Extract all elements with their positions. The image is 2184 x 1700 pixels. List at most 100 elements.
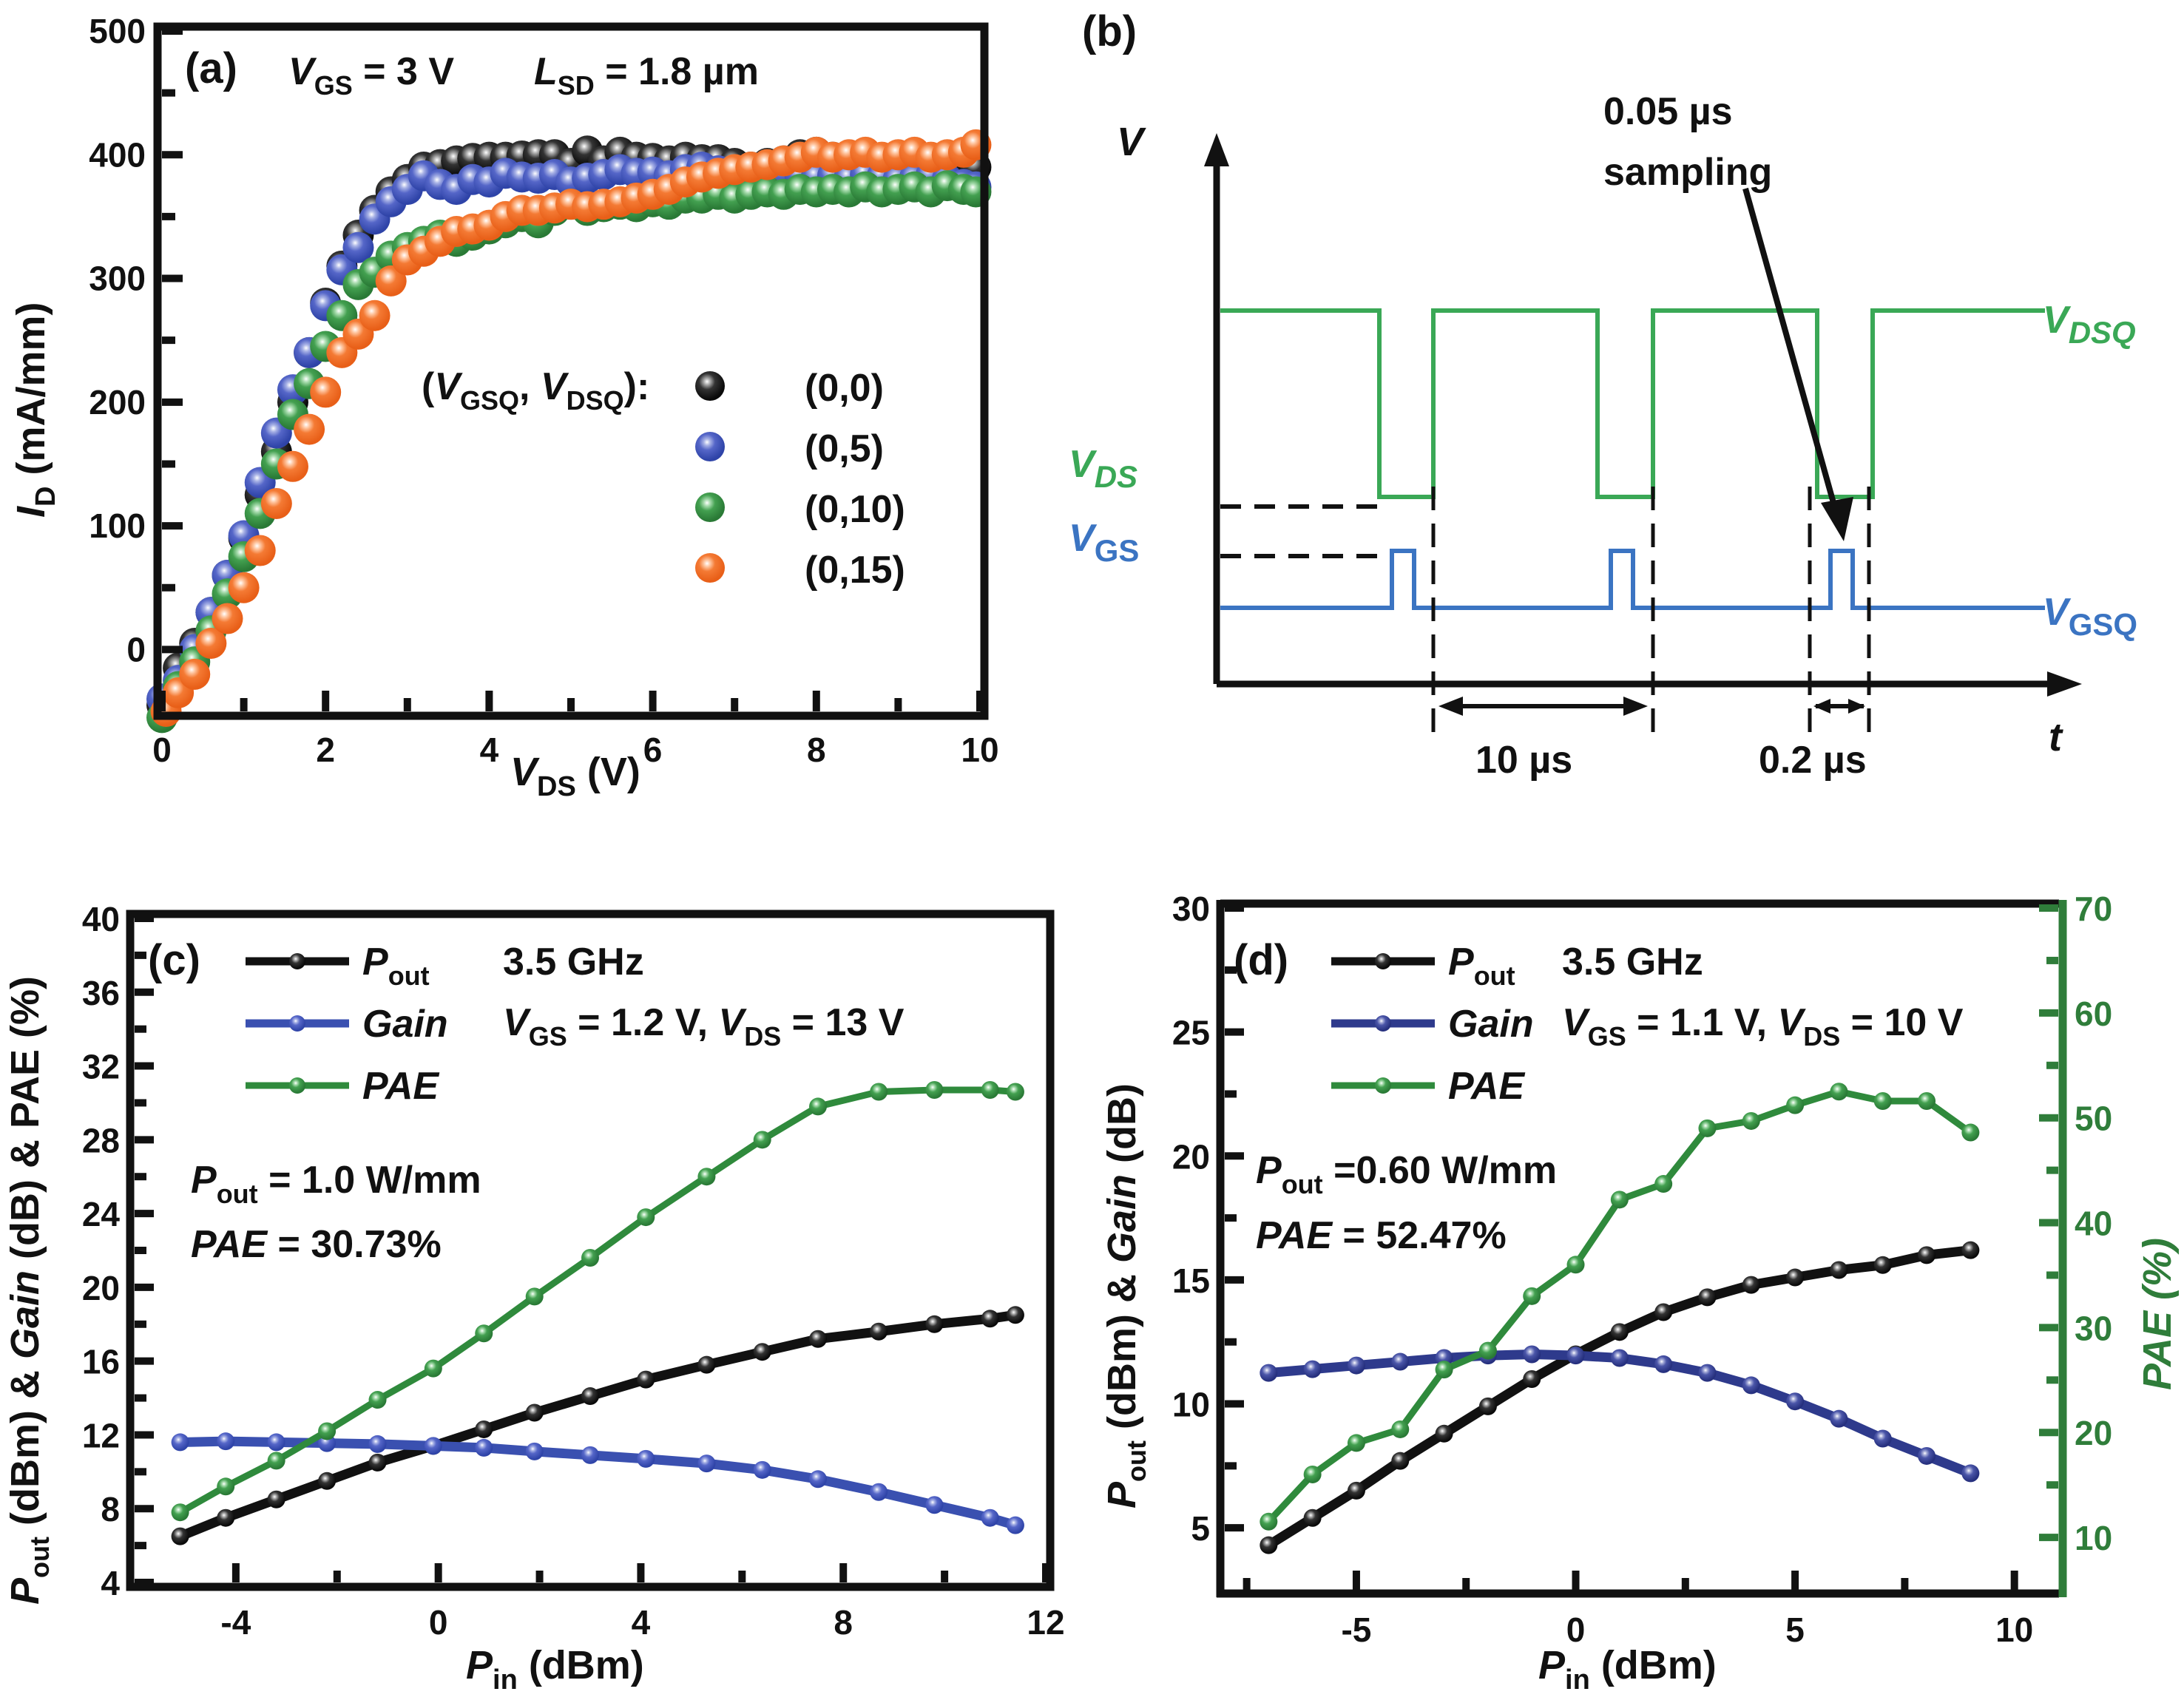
data-point [368, 1391, 387, 1409]
panel-d-plot-area [1260, 1083, 1980, 1554]
data-point [1961, 1123, 1980, 1142]
x-tick-label: 12 [1027, 1603, 1064, 1642]
data-point [581, 1248, 599, 1267]
data-point [981, 1310, 999, 1328]
panel-b-sampling-arrow [1742, 187, 1843, 528]
x-tick-label: 4 [480, 731, 499, 769]
data-point [1006, 1516, 1024, 1534]
panel-a-label: (a) [185, 44, 237, 92]
x-tick-label: 8 [807, 731, 826, 769]
data-point [277, 450, 308, 482]
data-point [1830, 1409, 1848, 1428]
data-point [318, 1472, 337, 1490]
y-tick-label: 8 [101, 1490, 120, 1528]
data-point [637, 1449, 655, 1468]
data-point [1610, 1191, 1629, 1209]
data-point [809, 1097, 827, 1116]
data-point [809, 1470, 827, 1489]
data-point [1566, 1256, 1585, 1274]
data-point [1873, 1091, 1892, 1110]
y-tick-label: 100 [89, 507, 146, 545]
panel-b-pulse-diagram: (b) V t 0.05 µs sampling 10 µs 0.2 µ [1069, 7, 2137, 782]
panel-a-legend-title: (VGSQ, VDSQ): [422, 365, 649, 416]
legend-label: PAE [1448, 1065, 1525, 1108]
data-point [424, 1437, 442, 1455]
panel-b-period-label: 10 µs [1475, 739, 1572, 782]
data-point [294, 413, 325, 445]
x-tick-label: 0 [1566, 1611, 1586, 1649]
legend-marker [695, 492, 725, 522]
panel-b-sampling-time: 0.05 µs [1603, 90, 1733, 133]
panel-a-vgs-annotation: VGS = 3 V [288, 50, 454, 101]
data-point [195, 628, 227, 659]
data-point [1523, 1345, 1541, 1364]
data-point [217, 1477, 235, 1496]
legend-label: (0,5) [805, 427, 884, 470]
right-y-tick-label: 20 [2075, 1414, 2112, 1452]
panel-a-y-ticks: 0 100 200 300 400 500 [89, 12, 183, 668]
right-y-tick-label: 10 [2075, 1519, 2112, 1557]
right-y-tick-label: 60 [2075, 995, 2112, 1033]
y-tick-label: 28 [82, 1121, 120, 1159]
panel-c-pae-annotation: PAE = 30.73% [191, 1223, 442, 1266]
panel-d-legend: Pout Gain PAE [1331, 941, 1534, 1108]
data-point [475, 1438, 493, 1457]
data-point [697, 1455, 716, 1473]
panel-a-frame [153, 22, 989, 720]
legend-marker [695, 553, 725, 583]
legend-label: (0,10) [805, 488, 905, 531]
x-tick-label: 0 [429, 1603, 448, 1642]
y-tick-label: 16 [82, 1343, 120, 1381]
legend-marker [1375, 1015, 1391, 1032]
data-point [1742, 1376, 1760, 1395]
y-tick-label: 5 [1191, 1509, 1210, 1548]
data-point [217, 1432, 235, 1451]
data-point [267, 1452, 285, 1470]
legend-marker [1375, 1077, 1391, 1094]
y-tick-label: 200 [89, 383, 146, 421]
data-point [1435, 1424, 1453, 1443]
panel-b-vdsq-label: VDSQ [2043, 299, 2136, 351]
y-tick-label: 12 [82, 1416, 120, 1455]
data-point [870, 1083, 888, 1101]
data-point [1742, 1111, 1760, 1130]
data-point [637, 1208, 655, 1227]
data-point [581, 1446, 599, 1464]
data-point [1391, 1420, 1410, 1438]
panel-b-sampling-arrowhead [1821, 497, 1853, 541]
panel-c-plot-area [171, 1080, 1024, 1545]
panel-b-period-arrow-left [1438, 697, 1463, 716]
y-tick-label: 0 [126, 630, 146, 668]
y-tick-label: 32 [82, 1048, 120, 1086]
data-point [1523, 1370, 1541, 1389]
data-point [1347, 1481, 1365, 1500]
data-point [981, 1080, 999, 1099]
y-tick-label: 24 [82, 1195, 121, 1233]
legend-marker [289, 953, 305, 969]
data-point [753, 1131, 771, 1149]
panel-a-y-axis-title: ID (mA/mm) [9, 302, 61, 518]
panel-c-y-ticks: 4 8 12 16 20 24 28 32 36 40 [82, 900, 154, 1602]
series-pout [171, 1306, 1024, 1545]
data-point [1303, 1465, 1322, 1483]
series-pout [1260, 1241, 1980, 1554]
data-point [375, 265, 407, 297]
right-y-tick-label: 40 [2075, 1205, 2112, 1243]
data-point [244, 535, 276, 566]
x-tick-label: -5 [1341, 1611, 1371, 1649]
y-tick-label: 500 [89, 12, 146, 50]
panel-d-bias-conditions: VGS = 1.1 V, VDS = 10 V [1562, 1001, 1964, 1052]
data-point [1260, 1364, 1278, 1382]
data-point [359, 299, 391, 331]
data-point [925, 1315, 944, 1333]
data-point [870, 1483, 888, 1501]
legend-label: (0,0) [805, 367, 884, 410]
legend-marker [289, 1015, 305, 1032]
panel-d-x-axis-title: Pin (dBm) [1538, 1643, 1717, 1696]
panel-a-plot-area [146, 129, 992, 734]
panel-b-pulse-arrow-left [1813, 699, 1830, 714]
panel-b-sampling-label: sampling [1603, 151, 1772, 194]
data-point [1698, 1364, 1717, 1382]
data-point [1260, 1536, 1278, 1554]
